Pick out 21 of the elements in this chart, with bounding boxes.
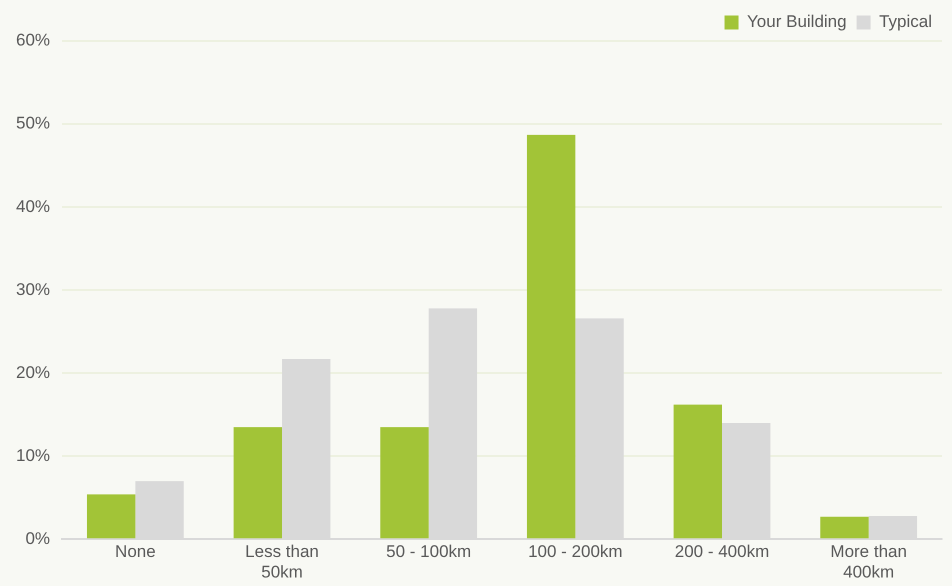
x-tick-label: 200 - 400km — [674, 542, 770, 562]
bar — [234, 427, 282, 538]
y-tick-label: 50% — [16, 114, 50, 133]
y-tick-label: 20% — [16, 362, 50, 382]
y-tick-label: 40% — [16, 196, 50, 216]
y-tick-label: 0% — [25, 528, 50, 548]
bar — [86, 494, 136, 538]
y-tick-label: 60% — [16, 30, 50, 50]
x-tick-label: 100 - 200km — [528, 542, 623, 562]
y-tick-label: 10% — [16, 446, 50, 465]
x-tick-label: Less than 50km — [245, 542, 319, 582]
y-tick-label: 30% — [16, 280, 50, 299]
legend-label: Your Building — [747, 12, 847, 32]
bar — [820, 516, 869, 538]
bar — [380, 427, 429, 538]
x-tick-label: More than 400km — [830, 542, 907, 582]
bar — [674, 404, 722, 538]
bar — [526, 134, 576, 538]
x-tick-label: 50 - 100km — [386, 542, 472, 562]
x-tick-label: None — [115, 542, 156, 562]
legend-label: Typical — [879, 12, 932, 32]
